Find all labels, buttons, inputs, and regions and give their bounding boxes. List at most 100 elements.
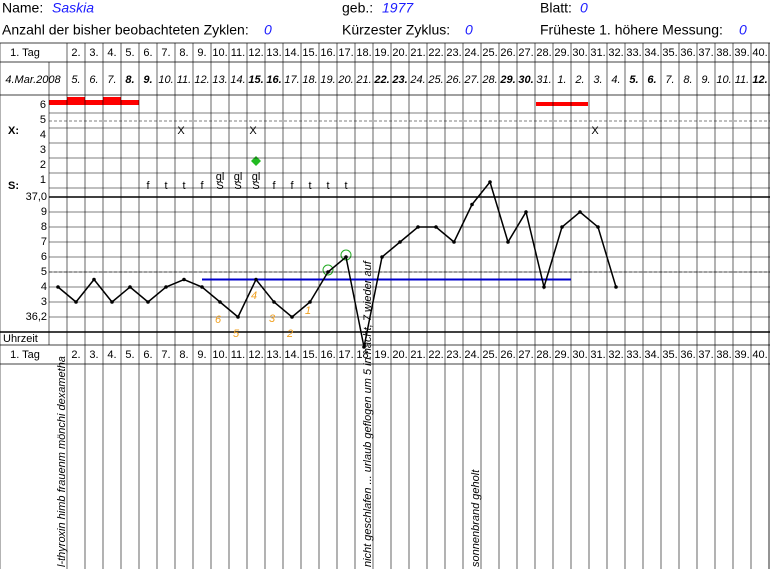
day-label: 40. bbox=[752, 349, 767, 361]
date-label: 23. bbox=[391, 74, 407, 86]
temperature-point bbox=[542, 285, 546, 289]
day-label: 12. bbox=[248, 47, 263, 59]
temperature-point bbox=[110, 300, 114, 304]
mucus-tick-label: 2 bbox=[40, 159, 46, 171]
day-label: 10. bbox=[212, 349, 227, 361]
temperature-point bbox=[146, 300, 150, 304]
date-label: 1. bbox=[557, 74, 566, 86]
date-label: 8. bbox=[683, 74, 692, 86]
date-label: 4.Mar.2008 bbox=[5, 74, 61, 86]
temperature-point bbox=[254, 277, 258, 282]
date-label: 24. bbox=[409, 74, 425, 86]
marker-circle bbox=[322, 264, 334, 276]
day-label: 32. bbox=[608, 349, 623, 361]
day-label: 22. bbox=[428, 47, 443, 59]
day-label: 30. bbox=[572, 47, 587, 59]
mucus-tick-label: 4 bbox=[40, 129, 46, 141]
s-mark: t bbox=[164, 180, 167, 192]
s-row-label: S: bbox=[8, 180, 19, 192]
s-mark: S bbox=[252, 180, 259, 192]
day-label: 22. bbox=[428, 349, 443, 361]
day-label: 2. bbox=[71, 349, 80, 361]
day-label: 38. bbox=[716, 349, 731, 361]
date-label: 10. bbox=[716, 74, 731, 86]
day-label: 15. bbox=[302, 47, 317, 59]
cycles: 0 bbox=[264, 22, 272, 38]
y-tick-label: 37,0 bbox=[26, 191, 47, 203]
day-label: 14. bbox=[284, 349, 299, 361]
temperature-point bbox=[290, 315, 294, 319]
x-mark: X bbox=[249, 125, 257, 137]
mucus-tick-label: 6 bbox=[40, 99, 46, 111]
day-label: 6. bbox=[143, 349, 152, 361]
born: 1977 bbox=[382, 0, 414, 16]
date-label: 16. bbox=[266, 74, 281, 86]
name-label: Name: bbox=[2, 0, 43, 16]
date-label: 17. bbox=[284, 74, 299, 86]
day-label: 12. bbox=[248, 349, 263, 361]
date-label: 4. bbox=[611, 74, 620, 86]
day-label: 20. bbox=[392, 349, 407, 361]
temperature-line bbox=[57, 180, 617, 348]
day-label: 17. bbox=[338, 47, 353, 59]
date-label: 5. bbox=[71, 74, 80, 86]
sheet-label: Blatt: bbox=[540, 0, 572, 16]
date-label: 14. bbox=[230, 74, 245, 86]
day-label: 19. bbox=[374, 349, 389, 361]
s-mark: f bbox=[272, 180, 276, 192]
date-label: 20. bbox=[337, 74, 353, 86]
day-label: 31. bbox=[590, 47, 605, 59]
count-label: 4 bbox=[251, 290, 257, 302]
x-row-label: X: bbox=[8, 125, 19, 137]
day-label: 34. bbox=[644, 349, 659, 361]
temperature-point bbox=[506, 240, 510, 244]
temperature-point bbox=[218, 300, 222, 304]
date-label: 29. bbox=[499, 74, 515, 86]
date-label: 3. bbox=[593, 74, 602, 86]
cycles-label: Anzahl der bisher beobachteten Zyklen: bbox=[2, 22, 249, 38]
day-label: 37. bbox=[698, 47, 713, 59]
day-label: 20. bbox=[392, 47, 407, 59]
date-label: 5. bbox=[629, 74, 638, 86]
date-label: 27. bbox=[463, 74, 479, 86]
day-label: 34. bbox=[644, 47, 659, 59]
born-label: geb.: bbox=[342, 0, 373, 16]
mucus-tick-label: 1 bbox=[40, 174, 46, 186]
date-label: 8. bbox=[125, 74, 134, 86]
day-label: 2. bbox=[71, 47, 80, 59]
day-label: 27. bbox=[518, 349, 533, 361]
temperature-point bbox=[560, 225, 564, 229]
day-label: 7. bbox=[161, 47, 170, 59]
day-label: 1. Tag bbox=[10, 47, 40, 59]
day-label: 32. bbox=[608, 47, 623, 59]
day-label: 40. bbox=[752, 47, 767, 59]
date-label: 25. bbox=[427, 74, 443, 86]
day-label: 24. bbox=[464, 349, 479, 361]
day-label: 21. bbox=[410, 349, 425, 361]
temperature-point bbox=[236, 315, 240, 319]
day-label: 31. bbox=[590, 349, 605, 361]
day-label: 18. bbox=[356, 349, 371, 361]
temperature-point bbox=[596, 225, 600, 229]
day-label: 13. bbox=[266, 47, 281, 59]
temperature-point bbox=[470, 202, 474, 207]
date-label: 12. bbox=[752, 74, 767, 86]
day-label: 28. bbox=[536, 47, 551, 59]
temperature-point bbox=[92, 277, 96, 282]
temperature-point bbox=[434, 225, 438, 229]
date-label: 6. bbox=[647, 74, 656, 86]
temperature-point bbox=[398, 240, 402, 244]
name: Saskia bbox=[52, 0, 94, 16]
s-mark: f bbox=[200, 180, 204, 192]
day-label: 11. bbox=[231, 349, 245, 361]
marker-diamond bbox=[251, 156, 261, 166]
date-label: 12. bbox=[194, 74, 209, 86]
y-tick-label: 9 bbox=[41, 206, 47, 218]
y-tick-label: 7 bbox=[41, 236, 47, 248]
date-label: 26. bbox=[445, 74, 461, 86]
day-label: 19. bbox=[374, 47, 389, 59]
time-label: Uhrzeit bbox=[3, 333, 38, 345]
day-label: 23. bbox=[446, 349, 461, 361]
temperature-point bbox=[452, 240, 456, 244]
bleeding-bar bbox=[103, 97, 121, 105]
